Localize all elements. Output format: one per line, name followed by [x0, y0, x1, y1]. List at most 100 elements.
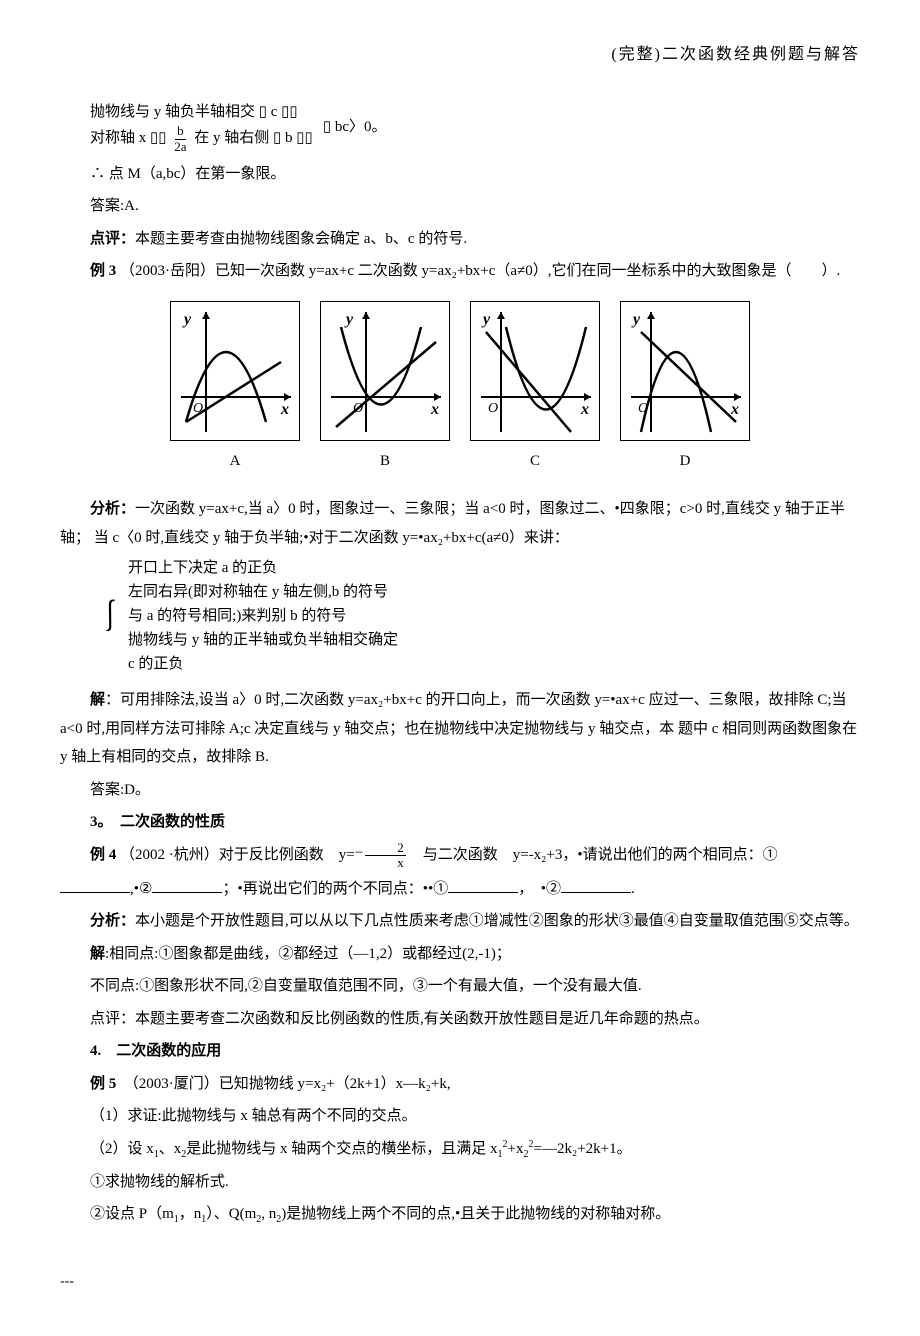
graph-b-label: B	[380, 447, 390, 476]
ex4-t2c: ， •②	[518, 881, 561, 897]
analysis-2: 分析：本小题是个开放性题目,可以从以下几点性质来考虑①增减性②图象的形状③最值④…	[60, 907, 860, 936]
p2-eq: =—2k₂+2k+1。	[534, 1141, 632, 1157]
svg-text:x: x	[580, 401, 589, 418]
bracket-conditions: ⎰ 开口上下决定 a 的正负 左同右异(即对称轴在 y 轴左侧,b 的符号 与 …	[90, 556, 860, 676]
bracket-l4: 抛物线与 y 轴的正半轴或负半轴相交确定	[128, 628, 398, 652]
comment-text: 本题主要考查由抛物线图象会确定 a、b、c 的符号.	[135, 231, 467, 247]
p2-plus: +x	[508, 1141, 524, 1157]
ex5-p4: ②设点 P（m1，n1）、Q(m2, n2)是抛物线上两个不同的点,•且关于此抛…	[60, 1200, 860, 1229]
condition-block: 抛物线与 y 轴负半轴相交 ▯ c ▯▯ 对称轴 x ▯▯ b 2a 在 y 轴…	[90, 100, 860, 154]
graphs-container: y x O A y x O B	[60, 301, 860, 476]
svg-text:x: x	[280, 401, 289, 418]
comment2-label: 点评：	[90, 1011, 135, 1027]
solve-2-line1: 解:相同点:①图象都是曲线，②都经过（—1,2）或都经过(2,-1)；	[60, 940, 860, 969]
brace-icon: ⎰	[94, 600, 126, 632]
example-3: 例 3 （2003·岳阳）已知一次函数 y=ax+c 二次函数 y=ax₂+bx…	[60, 257, 860, 286]
cond-result: ▯ bc〉0。	[323, 113, 387, 142]
footer-dash: ---	[60, 1269, 860, 1296]
section-4: 4. 二次函数的应用	[60, 1037, 860, 1066]
graph-a-label: A	[230, 447, 241, 476]
analysis-label: 分析：	[90, 501, 135, 517]
frac-2-x: 2x	[365, 841, 406, 871]
p2-m2: 是此抛物线与 x 轴两个交点的横坐标，且满足 x	[186, 1141, 497, 1157]
p4-m3: , n	[261, 1206, 276, 1222]
ex5-label: 例 5	[90, 1076, 116, 1092]
analysis-1: 分析：一次函数 y=ax+c,当 a〉0 时，图象过一、三象限；当 a<0 时，…	[60, 495, 860, 552]
section4-title: 二次函数的应用	[116, 1043, 221, 1059]
bracket-l3: 与 a 的符号相同;)来判别 b 的符号	[128, 604, 398, 628]
solve2-label: 解	[90, 946, 105, 962]
comment-2: 点评：本题主要考查二次函数和反比例函数的性质,有关函数开放性题目是近几年命题的热…	[60, 1005, 860, 1034]
svg-text:y: y	[631, 311, 641, 328]
svg-text:y: y	[481, 311, 491, 328]
graph-c-svg: y x O	[471, 302, 599, 440]
blank-2	[152, 878, 222, 893]
ex4-label: 例 4	[90, 847, 116, 863]
graph-a-svg: y x O	[171, 302, 299, 440]
solve2-text1: :相同点:①图象都是曲线，②都经过（—1,2）或都经过(2,-1)；	[105, 946, 511, 962]
p2-m1: 、x	[159, 1141, 182, 1157]
section3-title: 二次函数的性质	[120, 814, 225, 830]
graph-d-svg: y x O	[621, 302, 749, 440]
cond-line2-post: 在 y 轴右侧 ▯ b ▯▯	[194, 131, 313, 147]
graph-b-svg: y x O	[321, 302, 449, 440]
graph-c-label: C	[530, 447, 540, 476]
graph-c: y x O C	[470, 301, 600, 476]
graph-b: y x O B	[320, 301, 450, 476]
comment2-text: 本题主要考查二次函数和反比例函数的性质,有关函数开放性题目是近几年命题的热点。	[135, 1011, 709, 1027]
cond-line2-pre: 对称轴 x ▯▯	[90, 131, 167, 147]
ex4-text-pre: （2002 ·杭州）对于反比例函数 y=	[120, 847, 355, 863]
p4-m1: ，n	[179, 1206, 202, 1222]
p4-pre: ②设点 P（m	[90, 1206, 174, 1222]
ex4-t2a: ,•②	[130, 881, 152, 897]
p4-end: )是抛物线上两个不同的点,•且关于此抛物线的对称轴对称。	[281, 1206, 670, 1222]
p2-pre: （2）设 x	[90, 1141, 154, 1157]
comment-1: 点评：本题主要考查由抛物线图象会确定 a、b、c 的符号.	[60, 225, 860, 254]
graph-a: y x O A	[170, 301, 300, 476]
conclusion-line: ∴ 点 M（a,bc）在第一象限。	[60, 160, 860, 189]
solve-2-line2: 不同点:①图象形状不同,②自变量取值范围不同，③一个有最大值，一个没有最大值.	[60, 972, 860, 1001]
solve-label: 解	[90, 692, 105, 708]
analysis2-text: 本小题是个开放性题目,可以从以下几点性质来考虑①增减性②图象的形状③最值④自变量…	[135, 913, 859, 929]
svg-text:y: y	[344, 311, 354, 328]
p2-s3: 1	[498, 1149, 503, 1160]
comment-label: 点评：	[90, 231, 135, 247]
bracket-l1: 开口上下决定 a 的正负	[128, 556, 398, 580]
p4-m2: ）、Q(m	[206, 1206, 256, 1222]
ex4-t2d: .	[631, 881, 635, 897]
section3-num: 3。	[90, 814, 105, 830]
ex3-text: （2003·岳阳）已知一次函数 y=ax+c 二次函数 y=ax₂+bx+c（a…	[120, 263, 840, 279]
svg-text:y: y	[182, 311, 192, 328]
bracket-l2: 左同右异(即对称轴在 y 轴左侧,b 的符号	[128, 580, 398, 604]
ex3-label: 例 3	[90, 263, 116, 279]
svg-text:x: x	[430, 401, 439, 418]
svg-text:O: O	[488, 401, 498, 416]
blank-3	[448, 878, 518, 893]
graph-d: y x O D	[620, 301, 750, 476]
ex4-line2: ,•②；•再说出它们的两个不同点：••①， •②.	[60, 875, 860, 904]
blank-1	[60, 878, 130, 893]
example-4: 例 4 （2002 ·杭州）对于反比例函数 y=−2x 与二次函数 y=-x₂+…	[60, 841, 860, 871]
ex5-text: （2003·厦门）已知抛物线 y=x₂+（2k+1）x—k₂+k,	[131, 1076, 450, 1092]
analysis-text: 一次函数 y=ax+c,当 a〉0 时，图象过一、三象限；当 a<0 时，图象过…	[60, 501, 845, 546]
blank-4	[561, 878, 631, 893]
p2-s4: 2	[524, 1149, 529, 1160]
ex5-p1: （1）求证:此抛物线与 x 轴总有两个不同的交点。	[60, 1102, 860, 1131]
bracket-l5: c 的正负	[128, 652, 398, 676]
answer-d: 答案:D。	[60, 776, 860, 805]
ex4-text-post: 与二次函数 y=-x₂+3，•请说出他们的两个相同点：①	[408, 847, 778, 863]
solve-text: ：可用排除法,设当 a〉0 时,二次函数 y=ax₂+bx+c 的开口向上，而一…	[60, 692, 857, 765]
answer-a: 答案:A.	[60, 192, 860, 221]
page-header: (完整)二次函数经典例题与解答	[60, 40, 860, 70]
fraction-b-2a: b 2a	[172, 124, 188, 154]
example-5: 例 5 （2003·厦门）已知抛物线 y=x₂+（2k+1）x—k₂+k,	[60, 1070, 860, 1099]
solve-1: 解：可用排除法,设当 a〉0 时,二次函数 y=ax₂+bx+c 的开口向上，而…	[60, 686, 860, 772]
cond-line1: 抛物线与 y 轴负半轴相交 ▯ c ▯▯	[90, 104, 298, 120]
svg-text:x: x	[730, 401, 739, 418]
graph-d-label: D	[680, 447, 691, 476]
ex5-p3: ①求抛物线的解析式.	[60, 1168, 860, 1197]
section4-num: 4.	[90, 1043, 101, 1059]
section-3: 3。 二次函数的性质	[60, 808, 860, 837]
ex5-p2: （2）设 x1、x2是此抛物线与 x 轴两个交点的横坐标，且满足 x12+x22…	[60, 1135, 860, 1164]
analysis2-label: 分析：	[90, 913, 135, 929]
